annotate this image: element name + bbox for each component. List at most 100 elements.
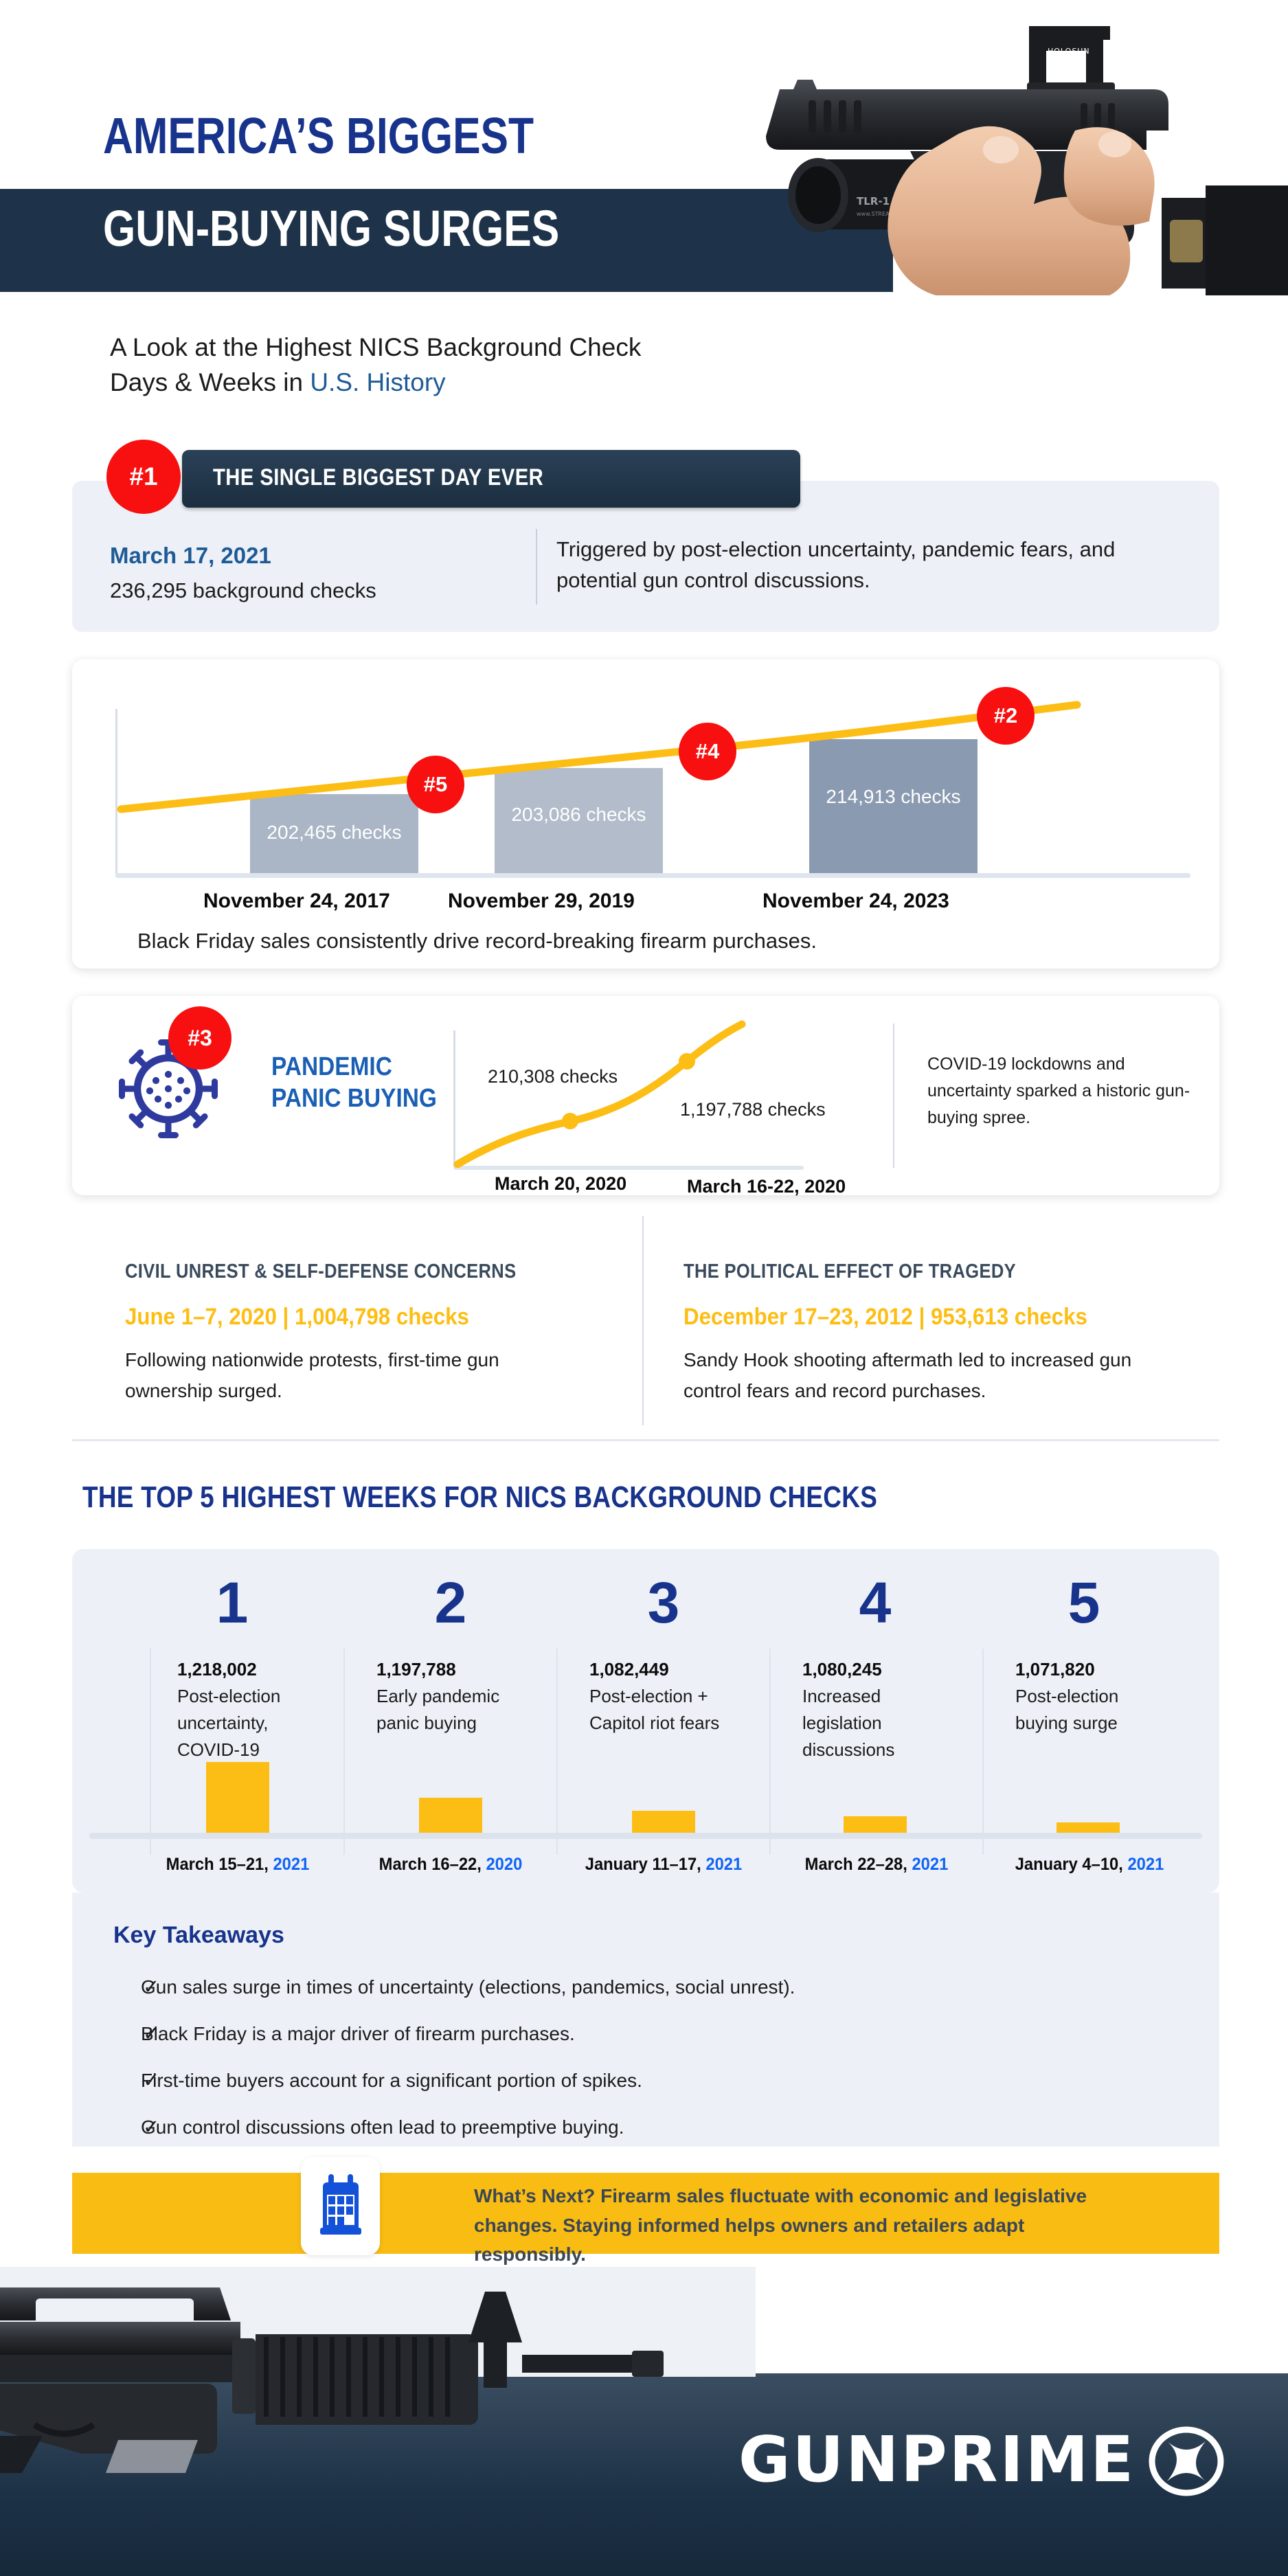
top5-number-4: 1,071,820 bbox=[1015, 1659, 1095, 1680]
pandemic-divider bbox=[893, 1024, 894, 1168]
hero-header: HOLOSUN TLR-1 HL www.STREAMLIGHT.com bbox=[0, 0, 1288, 323]
political-effect-body: Sandy Hook shooting aftermath led to inc… bbox=[683, 1349, 1132, 1401]
top5-date-4: January 4–10, 2021 bbox=[1005, 1855, 1175, 1875]
key-takeaway-2: First-time buyers account for a signific… bbox=[141, 2070, 642, 2091]
top5-reason-4: Post-election buying surge bbox=[1015, 1686, 1119, 1733]
top5-date-2: January 11–17, 2021 bbox=[579, 1855, 749, 1875]
black-friday-bar-0: 202,465 checks bbox=[250, 794, 418, 873]
top5-date-year-3: 2021 bbox=[912, 1855, 949, 1874]
rank-badge-2: #2 bbox=[977, 687, 1035, 745]
pandemic-x-axis bbox=[453, 1166, 804, 1170]
top5-x-axis bbox=[89, 1833, 1202, 1839]
top5-rank-2: 3 bbox=[647, 1570, 680, 1635]
pandemic-description: COVID-19 lockdowns and uncertainty spark… bbox=[927, 1054, 1190, 1127]
top5-bar-3 bbox=[844, 1816, 907, 1834]
top5-number-3: 1,080,245 bbox=[802, 1659, 882, 1680]
key-takeaways-title: Key Takeaways bbox=[113, 1922, 284, 1948]
page-subtitle: A Look at the Highest NICS Background Ch… bbox=[110, 330, 797, 400]
top5-sep-0 bbox=[150, 1649, 151, 1855]
gunprime-logo[interactable]: GUNPRIME bbox=[738, 2425, 1233, 2497]
top5-date-1: March 16–22, 2020 bbox=[366, 1855, 536, 1875]
rank-badge-4: #4 bbox=[679, 723, 736, 780]
whats-next-text: What’s Next? Firearm sales fluctuate wit… bbox=[474, 2185, 1087, 2266]
rank-badge-5: #5 bbox=[407, 756, 464, 813]
black-friday-x-axis bbox=[115, 873, 1190, 878]
top5-date-0: March 15–21, 2021 bbox=[153, 1855, 323, 1875]
top5-sep-1 bbox=[343, 1649, 345, 1855]
top5-date-year-4: 2021 bbox=[1127, 1855, 1164, 1874]
check-icon-3: ✓ bbox=[143, 2116, 160, 2138]
subtitle-link-us-history[interactable]: U.S. History bbox=[310, 368, 446, 397]
hero-navy-band bbox=[0, 189, 893, 292]
calendar-icon bbox=[320, 2174, 361, 2235]
top5-bar-0 bbox=[206, 1762, 269, 1834]
top5-rank-3: 4 bbox=[859, 1570, 892, 1635]
black-friday-bar-label-1: 203,086 checks bbox=[511, 804, 646, 825]
top5-date-main-3: March 22–28, bbox=[804, 1855, 912, 1874]
key-takeaway-3: Gun control discussions often lead to pr… bbox=[141, 2116, 624, 2138]
black-friday-y-axis bbox=[115, 709, 117, 875]
black-friday-date-1: November 29, 2019 bbox=[448, 890, 635, 912]
check-icon-2: ✓ bbox=[143, 2070, 160, 2092]
pandemic-trend-line bbox=[453, 1020, 746, 1168]
pandemic-point2-label: 1,197,788 checks bbox=[680, 1099, 826, 1120]
top5-date-year-0: 2021 bbox=[273, 1855, 310, 1874]
civil-unrest-body: Following nationwide protests, first-tim… bbox=[125, 1349, 499, 1401]
top5-date-main-0: March 15–21, bbox=[166, 1855, 273, 1874]
gunprime-wordmark: GUNPRIME bbox=[738, 2425, 1136, 2496]
top5-sep-3 bbox=[769, 1649, 771, 1855]
top5-reason-2: Post-election + Capitol riot fears bbox=[589, 1686, 720, 1733]
biggest-day-ribbon-label: THE SINGLE BIGGEST DAY EVER bbox=[213, 464, 544, 490]
two-col-bottom-rule bbox=[72, 1439, 1219, 1441]
political-effect-stat: December 17–23, 2012 | 953,613 checks bbox=[683, 1304, 1087, 1330]
svg-text:HOLOSUN: HOLOSUN bbox=[1048, 47, 1090, 56]
black-friday-bar-label-0: 202,465 checks bbox=[267, 822, 402, 843]
key-takeaway-1: Black Friday is a major driver of firear… bbox=[141, 2023, 575, 2044]
top5-date-year-1: 2020 bbox=[486, 1855, 523, 1874]
biggest-day-ribbon: THE SINGLE BIGGEST DAY EVER bbox=[182, 450, 800, 508]
civil-unrest-heading: CIVIL UNREST & SELF-DEFENSE CONCERNS bbox=[125, 1261, 517, 1283]
rank-badge-1: #1 bbox=[106, 440, 181, 514]
black-friday-trend-line bbox=[117, 701, 1081, 813]
top5-reason-1: Early pandemic panic buying bbox=[376, 1686, 500, 1733]
top5-date-3: March 22–28, 2021 bbox=[792, 1855, 962, 1875]
top5-rank-1: 2 bbox=[434, 1570, 467, 1635]
pandemic-point1-date: March 20, 2020 bbox=[495, 1173, 627, 1194]
black-friday-date-2: November 24, 2023 bbox=[762, 890, 949, 912]
top5-date-main-4: January 4–10, bbox=[1015, 1855, 1128, 1874]
top5-rank-4: 5 bbox=[1067, 1570, 1100, 1635]
black-friday-date-0: November 24, 2017 bbox=[203, 890, 390, 912]
subtitle-line1: A Look at the Highest NICS Background Ch… bbox=[110, 333, 642, 361]
pandemic-point1-label: 210,308 checks bbox=[488, 1066, 618, 1087]
pandemic-title-line1: PANDEMIC bbox=[271, 1052, 392, 1081]
pandemic-title-line2: PANIC BUYING bbox=[271, 1084, 437, 1114]
black-friday-bar-1: 203,086 checks bbox=[495, 768, 663, 873]
civil-unrest-stat: June 1–7, 2020 | 1,004,798 checks bbox=[125, 1304, 469, 1330]
political-effect-heading: THE POLITICAL EFFECT OF TRAGEDY bbox=[683, 1261, 1016, 1283]
top5-number-1: 1,197,788 bbox=[376, 1659, 456, 1680]
key-takeaway-0: Gun sales surge in times of uncertainty … bbox=[141, 1976, 795, 1998]
top5-number-2: 1,082,449 bbox=[589, 1659, 669, 1680]
biggest-day-divider bbox=[536, 529, 537, 605]
check-icon-1: ✓ bbox=[143, 2023, 160, 2045]
top5-title: THE TOP 5 HIGHEST WEEKS FOR NICS BACKGRO… bbox=[82, 1480, 878, 1514]
subtitle-line2-prefix: Days & Weeks in bbox=[110, 368, 310, 397]
pandemic-point2-date: March 16-22, 2020 bbox=[687, 1176, 846, 1197]
check-icon-0: ✓ bbox=[143, 1976, 160, 1998]
biggest-day-description: Triggered by post-election uncertainty, … bbox=[556, 537, 1116, 592]
top5-bar-4 bbox=[1057, 1822, 1120, 1834]
top5-reason-0: Post-election uncertainty, COVID-19 bbox=[177, 1686, 281, 1760]
pistol-in-hand-photo: HOLOSUN TLR-1 HL www.STREAMLIGHT.com bbox=[766, 26, 1288, 295]
whats-next-banner bbox=[72, 2173, 1219, 2254]
biggest-day-checks: 236,295 background checks bbox=[110, 578, 376, 602]
top5-date-main-1: March 16–22, bbox=[379, 1855, 486, 1874]
top5-rank-0: 1 bbox=[216, 1570, 249, 1635]
top5-date-main-2: January 11–17, bbox=[585, 1855, 706, 1874]
top5-number-0: 1,218,002 bbox=[177, 1659, 257, 1680]
black-friday-bar-label-2: 214,913 checks bbox=[826, 786, 961, 807]
rank-badge-3: #3 bbox=[168, 1006, 231, 1070]
two-col-divider bbox=[642, 1216, 644, 1425]
pandemic-y-axis bbox=[453, 1030, 455, 1168]
ar15-rifle-photo bbox=[0, 2287, 664, 2473]
